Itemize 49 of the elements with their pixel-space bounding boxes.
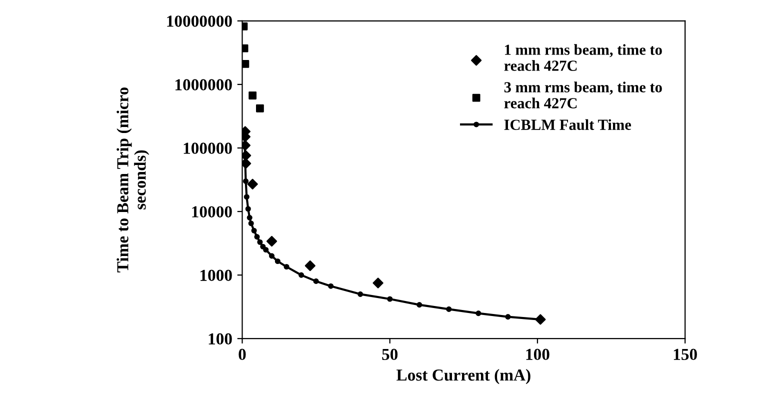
x-tick-label: 0 <box>238 348 246 360</box>
legend-label: ICBLM Fault Time <box>504 119 632 130</box>
point <box>260 244 266 250</box>
point <box>268 253 275 259</box>
point <box>256 104 264 112</box>
y-tick-label: 100 <box>208 333 232 345</box>
y-tick-label: 100000 <box>184 142 232 154</box>
x-tick-label: 50 <box>382 348 398 360</box>
legend-label: 3 mm rms beam, time to reach 427C <box>504 82 662 108</box>
point <box>242 158 252 169</box>
point <box>248 92 257 100</box>
point <box>242 150 252 161</box>
point <box>476 310 482 316</box>
point <box>251 228 257 234</box>
y-tick-label: 1000 <box>200 270 232 281</box>
point <box>446 306 452 312</box>
point <box>246 214 252 220</box>
legend-label: 1 mm rms beam, time to reach 427C <box>504 44 662 71</box>
point <box>313 278 319 284</box>
point <box>247 178 258 190</box>
point <box>416 302 422 308</box>
point <box>245 206 251 212</box>
y-tick-label: 10000 <box>192 206 232 218</box>
point <box>274 258 280 264</box>
point <box>242 22 248 30</box>
point <box>535 314 546 325</box>
point <box>242 60 250 68</box>
point <box>243 178 249 184</box>
point <box>263 246 269 253</box>
point <box>505 314 511 320</box>
point <box>328 283 334 289</box>
point <box>254 234 260 240</box>
x-tick-label: 150 <box>674 348 697 360</box>
x-tick-label: 100 <box>526 348 550 360</box>
y-axis-title: Time to Beam Trip (micro seconds) <box>116 87 150 272</box>
point <box>372 278 384 288</box>
point <box>298 272 304 278</box>
y-tick-label: 10000000 <box>167 16 232 27</box>
x-axis-title: Lost Current (mA) <box>396 368 530 384</box>
point <box>248 220 254 226</box>
point <box>257 239 263 245</box>
point <box>304 260 316 272</box>
point <box>358 291 364 297</box>
y-tick-label: 1000000 <box>176 79 232 90</box>
point <box>266 236 278 247</box>
point <box>387 296 393 302</box>
point <box>244 194 250 200</box>
point <box>242 44 248 52</box>
point <box>284 264 290 270</box>
